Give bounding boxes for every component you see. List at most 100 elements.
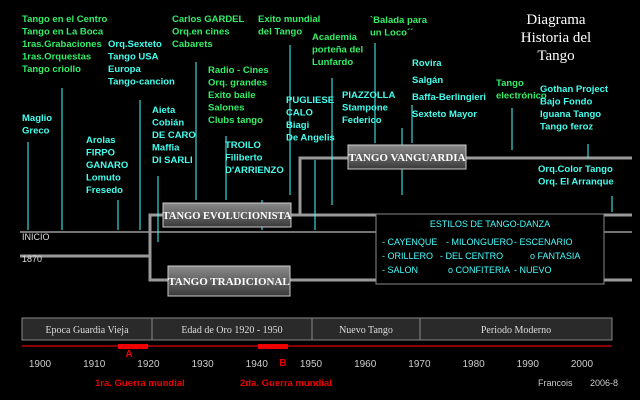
war-span [258, 344, 288, 349]
note-line: DI SARLI [152, 155, 193, 166]
marker: B [279, 358, 286, 369]
note-line: TROILO [225, 140, 261, 151]
periods-bar [21, 317, 613, 341]
year: 1980 [462, 359, 485, 370]
note-line: Tango criollo [22, 64, 81, 75]
note-line: Tango en La Boca [22, 27, 104, 38]
year: 1930 [191, 359, 214, 370]
note-line: CALO [286, 108, 313, 119]
note-line: Bajo Fondo [540, 97, 592, 108]
note-line: 1ras.Grabaciones [22, 39, 102, 50]
note-line: Rovira [412, 58, 442, 69]
note-line: Filiberto [225, 153, 263, 164]
year: 1920 [137, 359, 160, 370]
credit-author: Francois [538, 378, 573, 388]
note-line: Exito mundial [258, 14, 320, 25]
note-line: D'ARRIENZO [225, 165, 284, 176]
credit-date: 2006-8 [590, 378, 618, 388]
note-line: `Balada para [370, 15, 428, 26]
periods: Epoca Guardia Vieja Edad de Oro 1920 - 19… [45, 325, 551, 336]
period: Edad de Oro 1920 - 1950 [181, 325, 282, 336]
note-line: FIRPO [86, 148, 115, 159]
note-line: electrónico [496, 91, 547, 102]
note-line: Orq. El Arranque [538, 177, 614, 188]
estilo: - SALON [382, 265, 418, 275]
box-label: TANGO TRADICIONAL [168, 276, 290, 288]
estilo: - ORILLERO [382, 251, 433, 261]
note-line: Greco [22, 126, 50, 137]
note-line: Maglio [22, 113, 52, 124]
note-line: PUGLIESE [286, 95, 334, 106]
note-line: Salgán [412, 75, 443, 86]
note-line: un Loco´´ [370, 28, 413, 39]
estilo: - ESCENARIO [514, 237, 573, 247]
note-line: Biagi [286, 120, 309, 131]
note-line: Europa [108, 64, 141, 75]
title-line: Diagrama [526, 12, 585, 28]
period: Epoca Guardia Vieja [45, 325, 129, 336]
estilos-title: ESTILOS DE TANGO-DANZA [430, 219, 550, 229]
estilo: - DEL CENTRO [440, 251, 503, 261]
arrows [27, 43, 613, 242]
note-line: Lunfardo [312, 57, 353, 68]
note-line: Lomuto [86, 173, 121, 184]
note-line: DE CARO [152, 130, 196, 141]
note-line: Orq.Color Tango [538, 164, 613, 175]
box [167, 265, 291, 297]
estilo: o CONFITERIA [448, 265, 510, 275]
note-line: Tango en el Centro [22, 14, 108, 25]
year: 1910 [83, 359, 106, 370]
note-line: Orq.en cines [172, 27, 230, 38]
note-line: Tango feroz [540, 122, 593, 133]
notes: Tango en el Centro Tango en La Boca1ras.G… [22, 14, 614, 196]
estilo: - MILONGUERO [446, 237, 513, 247]
note-line: PIAZZOLLA [342, 90, 395, 101]
box [347, 144, 467, 170]
note-line: De Angelis [286, 133, 335, 144]
note-line: Fresedo [86, 185, 123, 196]
event: 2da. Guerra mundial [240, 378, 332, 389]
note-line: Cobián [152, 118, 184, 129]
event: 1ra. Guerra mundial [95, 378, 185, 389]
year: 1950 [300, 359, 323, 370]
period-dividers [151, 318, 421, 340]
note-line: Iguana Tango [540, 109, 601, 120]
note-line: Federico [342, 115, 382, 126]
note-line: 1ras.Orquestas [22, 52, 91, 63]
note-line: Academia [312, 32, 358, 43]
year: 1960 [354, 359, 377, 370]
note-line: Orq. grandes [208, 78, 267, 89]
note-line: Baffa-Berlingieri [412, 92, 486, 103]
box-label: TANGO EVOLUCIONISTA [163, 211, 292, 222]
start-year: 1870 [22, 254, 42, 264]
note-line: Carlos GARDEL [172, 14, 245, 25]
title-line: Historia del [521, 30, 591, 46]
note-line: Gothan Project [540, 84, 609, 95]
year: 2000 [571, 359, 594, 370]
war-span [118, 344, 148, 349]
estilo: o FANTASIA [530, 251, 580, 261]
note-line: GANARO [86, 160, 128, 171]
note-line: Arolas [86, 135, 116, 146]
estilos-box [375, 213, 605, 285]
note-line: Tango-cancion [108, 77, 175, 88]
note-line: porteña del [312, 45, 363, 56]
year: 1970 [408, 359, 431, 370]
note-line: Orq.Sexteto [108, 39, 162, 50]
note-line: Maffia [152, 143, 180, 154]
note-line: del Tango [258, 27, 302, 38]
estilo: - CAYENQUE [382, 237, 437, 247]
years: 1900 1910 1920 1930 1940 1950 1960 1970 1980 1990… [29, 359, 594, 370]
period: Periodo Moderno [481, 325, 551, 336]
note-line: Sexteto Mayor [412, 109, 477, 120]
period: Nuevo Tango [339, 325, 393, 336]
estilo: - NUEVO [514, 265, 552, 275]
marker: A [125, 349, 132, 360]
note-line: Stampone [342, 103, 388, 114]
note-line: Cabarets [172, 39, 213, 50]
year: 1900 [29, 359, 52, 370]
note-line: Salones [208, 103, 244, 114]
start-label: INICIO [22, 232, 50, 242]
note-line: Radio - Cines [208, 65, 269, 76]
